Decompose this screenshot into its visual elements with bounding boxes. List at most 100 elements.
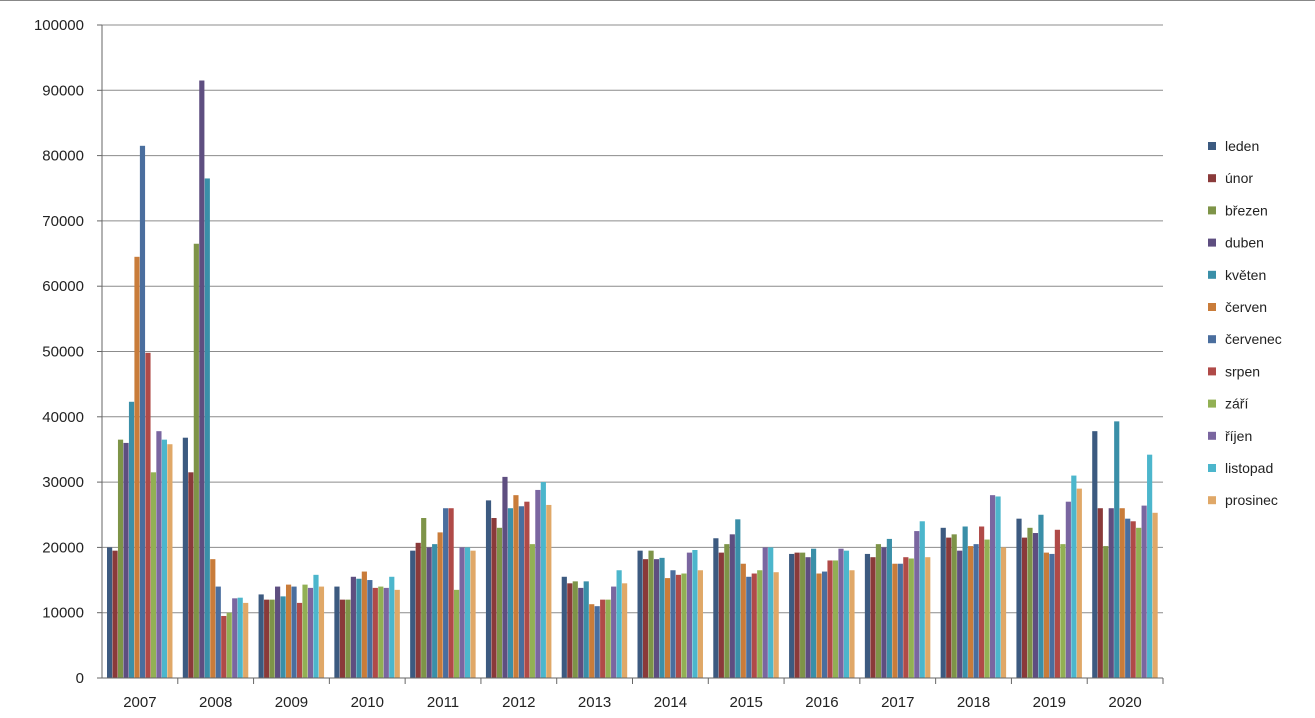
bar (984, 539, 990, 678)
bar (827, 560, 833, 678)
x-tick-label: 2011 (427, 694, 459, 711)
bar (334, 586, 340, 678)
grid-lines (102, 24, 1163, 614)
bar (139, 145, 146, 678)
bar (951, 534, 957, 678)
legend-label: říjen (1225, 428, 1252, 444)
bar (735, 519, 741, 678)
bar (611, 586, 617, 678)
bar (897, 563, 903, 678)
bar (454, 589, 460, 678)
legend-swatch (1208, 142, 1216, 150)
bar (318, 586, 325, 678)
bar (367, 580, 373, 678)
bar (496, 527, 503, 678)
bar (653, 559, 660, 678)
bar (622, 583, 628, 678)
bar (285, 584, 292, 678)
bar (718, 552, 724, 678)
x-tick-label: 2016 (805, 694, 838, 711)
bar (919, 521, 925, 678)
bar (1108, 508, 1114, 678)
bar (529, 544, 535, 678)
bar (686, 552, 693, 678)
bar (973, 544, 979, 678)
bar (805, 557, 811, 678)
bar (226, 612, 232, 678)
bar (1147, 454, 1153, 678)
bar (448, 508, 454, 678)
bar (275, 586, 281, 678)
x-tick-label: 2008 (199, 694, 232, 711)
bar (1032, 533, 1039, 678)
bar (616, 570, 622, 678)
bar (258, 594, 264, 678)
x-tick-label: 2018 (957, 694, 990, 711)
bar (746, 576, 752, 678)
legend-label: září (1225, 396, 1248, 412)
bar (600, 599, 606, 678)
bar (567, 583, 573, 678)
bar (1141, 505, 1147, 678)
bar (232, 598, 238, 678)
bar (193, 243, 199, 678)
bar (843, 550, 850, 678)
bar (589, 604, 595, 678)
bars (107, 80, 1158, 679)
y-tick-labels: 0 10000 20000 30000 40000 50000 60000 70000 8000… (34, 17, 84, 687)
y-tick-label: 100000 (34, 17, 84, 34)
bar (182, 437, 188, 678)
bar (605, 599, 611, 678)
bar (659, 557, 665, 678)
bar (903, 557, 909, 678)
x-tick-label: 2014 (654, 694, 687, 711)
y-tick-label: 30000 (42, 474, 84, 491)
y-tick-label: 80000 (42, 148, 84, 165)
bar (291, 586, 297, 678)
bar (491, 518, 497, 678)
legend-label: květen (1225, 267, 1266, 283)
bar (1119, 508, 1125, 678)
legend-label: srpen (1225, 363, 1260, 379)
bar (432, 544, 438, 678)
bar (762, 547, 768, 678)
bar (940, 527, 946, 678)
bar (1136, 527, 1142, 678)
bar (670, 570, 676, 678)
bar (957, 550, 963, 678)
bar (345, 599, 351, 678)
bar (968, 546, 974, 678)
bar (415, 542, 421, 678)
bar (642, 559, 649, 678)
x-tick-label: 2015 (729, 694, 762, 711)
bar (1038, 514, 1044, 678)
bar (389, 576, 395, 678)
bar (729, 534, 735, 678)
bar (881, 547, 887, 678)
bar (838, 548, 844, 678)
bar (470, 550, 476, 678)
bar (757, 570, 763, 678)
bar (524, 501, 530, 678)
legend-label: duben (1225, 235, 1264, 251)
bar (811, 548, 817, 678)
legend-swatch (1208, 238, 1216, 247)
y-tick-label: 60000 (42, 278, 84, 295)
y-tick-label: 50000 (42, 344, 84, 361)
bar (421, 518, 427, 678)
bar (150, 472, 157, 678)
bar (518, 506, 524, 678)
legend-swatch (1208, 335, 1216, 344)
bar (870, 557, 876, 678)
bar (773, 572, 779, 678)
bar (243, 602, 249, 678)
bar (979, 526, 985, 678)
legend-swatch (1208, 303, 1216, 311)
bar (513, 495, 519, 678)
bar (637, 550, 643, 678)
bar (821, 571, 828, 678)
x-tick-label: 2017 (881, 694, 914, 711)
bar (1114, 421, 1120, 678)
